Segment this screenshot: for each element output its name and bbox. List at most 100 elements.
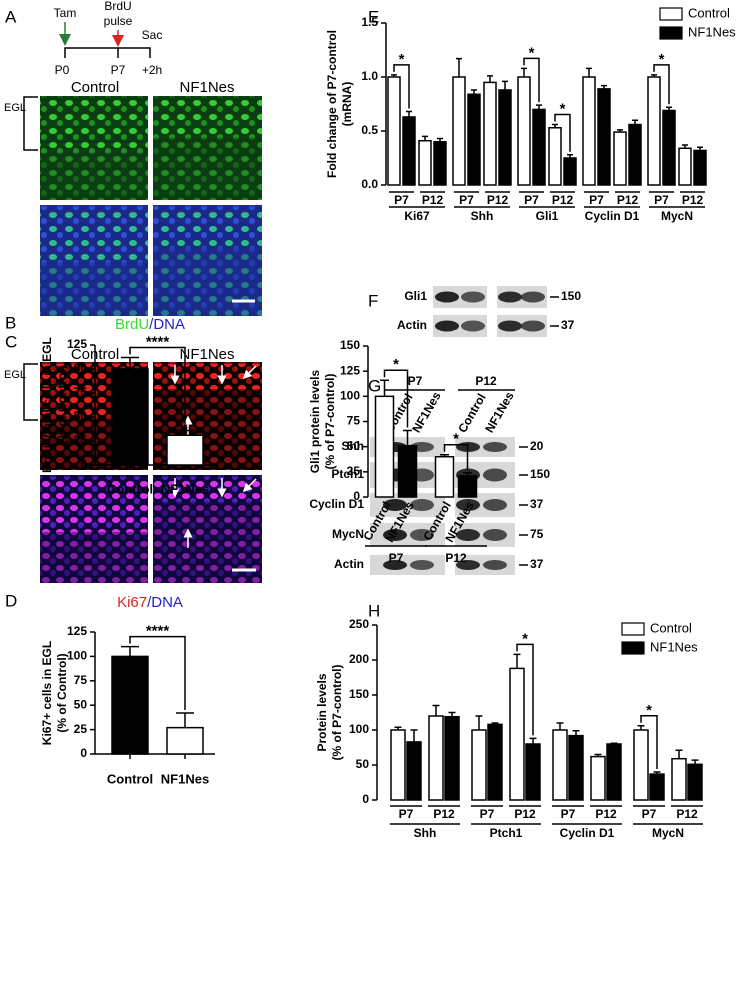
bar — [628, 123, 642, 186]
bar — [563, 157, 577, 186]
arrow — [242, 365, 257, 380]
y-tick-label: 150 — [349, 687, 369, 701]
error-bar — [552, 123, 558, 128]
y-axis-label: (% of P7-control) — [323, 374, 337, 470]
bar — [693, 149, 707, 186]
y-tick-label: 1.5 — [361, 15, 378, 29]
treatment-label: Sac — [142, 28, 163, 42]
bar — [525, 743, 541, 801]
x-tick-label: NF1Nes — [161, 481, 209, 496]
subgroup-label: P12 — [676, 807, 698, 821]
marker-label: 37 — [561, 318, 575, 332]
panel-label: G — [368, 376, 381, 395]
y-tick-label: 125 — [340, 363, 360, 377]
bar — [402, 116, 416, 186]
significance-bracket — [129, 346, 186, 428]
subgroup-label: P7 — [524, 193, 539, 207]
significance-bracket — [516, 643, 534, 736]
subgroup-label: P7 — [459, 193, 474, 207]
y-axis-label: Gli1 protein levels — [308, 369, 322, 473]
marker-label: 37 — [530, 557, 544, 571]
error-bar — [403, 429, 412, 446]
blot-band — [410, 499, 434, 511]
group-label: Gli1 — [536, 209, 559, 223]
bar — [649, 773, 665, 801]
bar — [552, 729, 568, 801]
bar — [444, 715, 460, 801]
y-tick-label: 75 — [74, 385, 88, 399]
error-bar — [456, 57, 462, 77]
y-tick-label: 100 — [67, 361, 87, 375]
legend-label: NF1Nes — [650, 639, 698, 654]
column-label: Control — [71, 79, 119, 96]
error-bar — [601, 84, 607, 89]
error-bar — [475, 715, 483, 730]
error-bar — [463, 472, 472, 476]
chart-title: Ki67/DNA — [117, 594, 183, 611]
bar — [111, 655, 149, 755]
y-axis-label: (mRNA) — [340, 82, 354, 127]
marker-label: 37 — [530, 497, 544, 511]
significance-bracket — [640, 715, 658, 769]
y-axis-label: (% of Control) — [55, 365, 69, 444]
y-tick-label: 75 — [347, 414, 361, 428]
subgroup-label: P12 — [514, 807, 536, 821]
blot-band — [461, 291, 485, 303]
error-bar — [176, 712, 194, 728]
error-bar — [502, 80, 508, 90]
bar — [166, 726, 204, 755]
significance-label: * — [393, 356, 399, 373]
blot-band — [483, 468, 507, 482]
subgroup-label: P7 — [654, 193, 669, 207]
y-tick-label: 0.0 — [361, 177, 378, 191]
x-tick-label: NF1Nes — [161, 771, 209, 786]
chart-title: BrdU/DNA — [115, 316, 185, 333]
blot — [370, 555, 445, 575]
bar — [428, 715, 444, 801]
bar — [166, 434, 204, 466]
region-bracket — [23, 363, 38, 421]
y-axis-label: (% of P7-control) — [330, 665, 344, 761]
error-bar — [691, 759, 699, 765]
treatment-label: pulse — [104, 14, 133, 28]
blot-row-label: Ptch1 — [331, 467, 364, 481]
bar — [467, 93, 481, 186]
bar — [606, 743, 622, 801]
error-bar — [675, 749, 683, 759]
blot-row-label: Gli1 — [404, 289, 427, 303]
micrograph-layer — [40, 207, 148, 262]
y-axis-label: Ki67+ cells in EGL — [40, 641, 54, 745]
significance-bracket — [443, 443, 469, 470]
micrograph-layer — [40, 477, 148, 532]
subgroup-label: P7 — [589, 193, 604, 207]
region-bracket — [23, 96, 38, 151]
subgroup-label: P12 — [422, 193, 444, 207]
x-tick-label: Control — [107, 771, 153, 786]
significance-label: * — [522, 630, 528, 647]
marker-label: 150 — [530, 467, 550, 481]
y-tick-label: 125 — [67, 337, 87, 351]
bar — [387, 76, 401, 186]
micrograph-layer — [153, 364, 262, 389]
group-label: P12 — [445, 551, 467, 565]
error-bar — [536, 104, 542, 110]
bar — [647, 76, 661, 186]
bar — [452, 76, 466, 186]
group-label: P7 — [389, 551, 404, 565]
significance-label: * — [529, 44, 535, 61]
group-label: MycN — [652, 826, 684, 840]
bar — [433, 141, 447, 186]
subgroup-label: P12 — [682, 193, 704, 207]
bar — [633, 729, 649, 801]
y-tick-label: 100 — [349, 722, 369, 736]
title-part: /DNA — [149, 316, 185, 333]
error-bar — [617, 129, 623, 133]
bar — [532, 108, 546, 186]
blot-band — [383, 499, 407, 511]
error-bar — [471, 89, 477, 95]
y-tick-label: 0 — [353, 489, 360, 503]
error-bar — [567, 154, 573, 158]
x-tick-label: Control — [107, 481, 153, 496]
